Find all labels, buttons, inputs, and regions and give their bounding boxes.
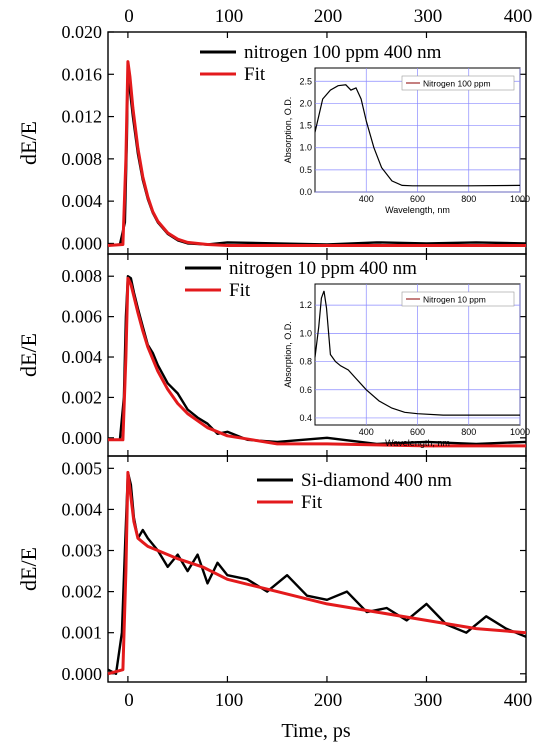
- bottom-axis-ticks: 0 100 200 300 400: [124, 690, 532, 711]
- y-tick-label: 0.008: [62, 149, 103, 169]
- inset-x-label: Wavelength, nm: [385, 205, 450, 215]
- legend-label: nitrogen 100 ppm 400 nm: [244, 42, 442, 63]
- inset-x-tick-label: 600: [410, 427, 425, 437]
- fit-line: [108, 276, 526, 448]
- y-tick-label: 0.000: [62, 428, 103, 448]
- y-tick-label: 0.000: [62, 233, 103, 253]
- inset-x-tick-label: 1000: [510, 427, 530, 437]
- ylabel-top: dE/E: [16, 121, 41, 165]
- y-tick-label: 0.002: [62, 387, 103, 407]
- inset-y-tick-label: 2.0: [299, 98, 312, 108]
- inset-x-tick-label: 400: [359, 427, 374, 437]
- inset-y-tick-label: 0.0: [299, 187, 312, 197]
- ylabel-bottom: dE/E: [16, 547, 41, 591]
- y-tick-label: 0.004: [62, 191, 103, 211]
- y-tick-label: 0.004: [62, 347, 103, 367]
- y-tick-label: 0.012: [62, 107, 103, 127]
- top-tick-200: 200: [314, 6, 343, 27]
- inset-y-tick-label: 0.4: [299, 413, 312, 423]
- y-tick-label: 0.008: [62, 266, 103, 286]
- top-tick-0: 0: [124, 6, 134, 27]
- bottom-tick-300: 300: [414, 690, 443, 711]
- bottom-tick-200: 200: [314, 690, 343, 711]
- y-tick-label: 0.004: [62, 499, 103, 519]
- y-tick-label: 0.001: [62, 623, 103, 643]
- inset-y-tick-label: 0.6: [299, 385, 312, 395]
- inset-x-tick-label: 400: [359, 194, 374, 204]
- inset-spectrum-line: [314, 84, 521, 187]
- inset-y-tick-label: 1.5: [299, 121, 312, 131]
- y-tick-label: 0.003: [62, 541, 103, 561]
- inset-x-tick-label: 1000: [510, 194, 530, 204]
- fit-line: [107, 60, 526, 247]
- top-axis-ticks: 0 100 200 300 400: [124, 6, 532, 27]
- inset-y-tick-label: 2.5: [299, 76, 312, 86]
- legend-label: Fit: [244, 64, 266, 85]
- y-tick-label: 0.006: [62, 307, 103, 327]
- bottom-tick-100: 100: [215, 690, 244, 711]
- inset-y-tick-label: 1.0: [299, 143, 312, 153]
- y-tick-label: 0.005: [62, 458, 103, 478]
- y-tick-label: 0.000: [62, 664, 103, 684]
- fit-line: [107, 470, 527, 676]
- inset-legend-label: Nitrogen 10 ppm: [423, 295, 486, 305]
- inset-y-tick-label: 0.8: [299, 357, 312, 367]
- inset-y-tick-label: 0.5: [299, 165, 312, 175]
- legend-label: nitrogen 10 ppm 400 nm: [229, 258, 417, 279]
- inset-x-tick-label: 800: [461, 427, 476, 437]
- top-tick-100: 100: [215, 6, 244, 27]
- inset-legend-box: [401, 75, 515, 91]
- top-tick-300: 300: [414, 6, 443, 27]
- plot-area: 0.000 0.004 0.008 0.012 0.016 0.020 nitrogen 1…: [62, 22, 531, 684]
- bottom-tick-400: 400: [504, 690, 533, 711]
- inset-x-tick-label: 800: [461, 194, 476, 204]
- legend-label: Fit: [301, 492, 323, 513]
- inset-x-tick-label: 600: [410, 194, 425, 204]
- legend-label: Si-diamond 400 nm: [301, 470, 452, 491]
- inset-legend-box: [401, 291, 515, 307]
- inset-y-label: Absorption, O.D.: [283, 97, 293, 164]
- inset-y-label: Absorption, O.D.: [283, 321, 293, 388]
- x-axis-label: Time, ps: [281, 720, 351, 742]
- y-tick-label: 0.020: [62, 22, 103, 42]
- inset-y-tick-label: 1.2: [299, 300, 312, 310]
- inset-legend-label: Nitrogen 100 ppm: [423, 79, 491, 89]
- bottom-tick-0: 0: [124, 690, 134, 711]
- data-line: [108, 275, 527, 446]
- top-tick-400: 400: [504, 6, 533, 27]
- inset-spectrum-line: [314, 290, 520, 416]
- inset-x-label: Wavelength, nm: [385, 438, 450, 448]
- inset-y-tick-label: 1.0: [299, 328, 312, 338]
- legend-label: Fit: [229, 280, 251, 301]
- y-tick-label: 0.002: [62, 582, 103, 602]
- y-tick-label: 0.016: [62, 64, 103, 84]
- panel-bottom-frame: [107, 455, 527, 683]
- ylabel-middle: dE/E: [16, 333, 41, 377]
